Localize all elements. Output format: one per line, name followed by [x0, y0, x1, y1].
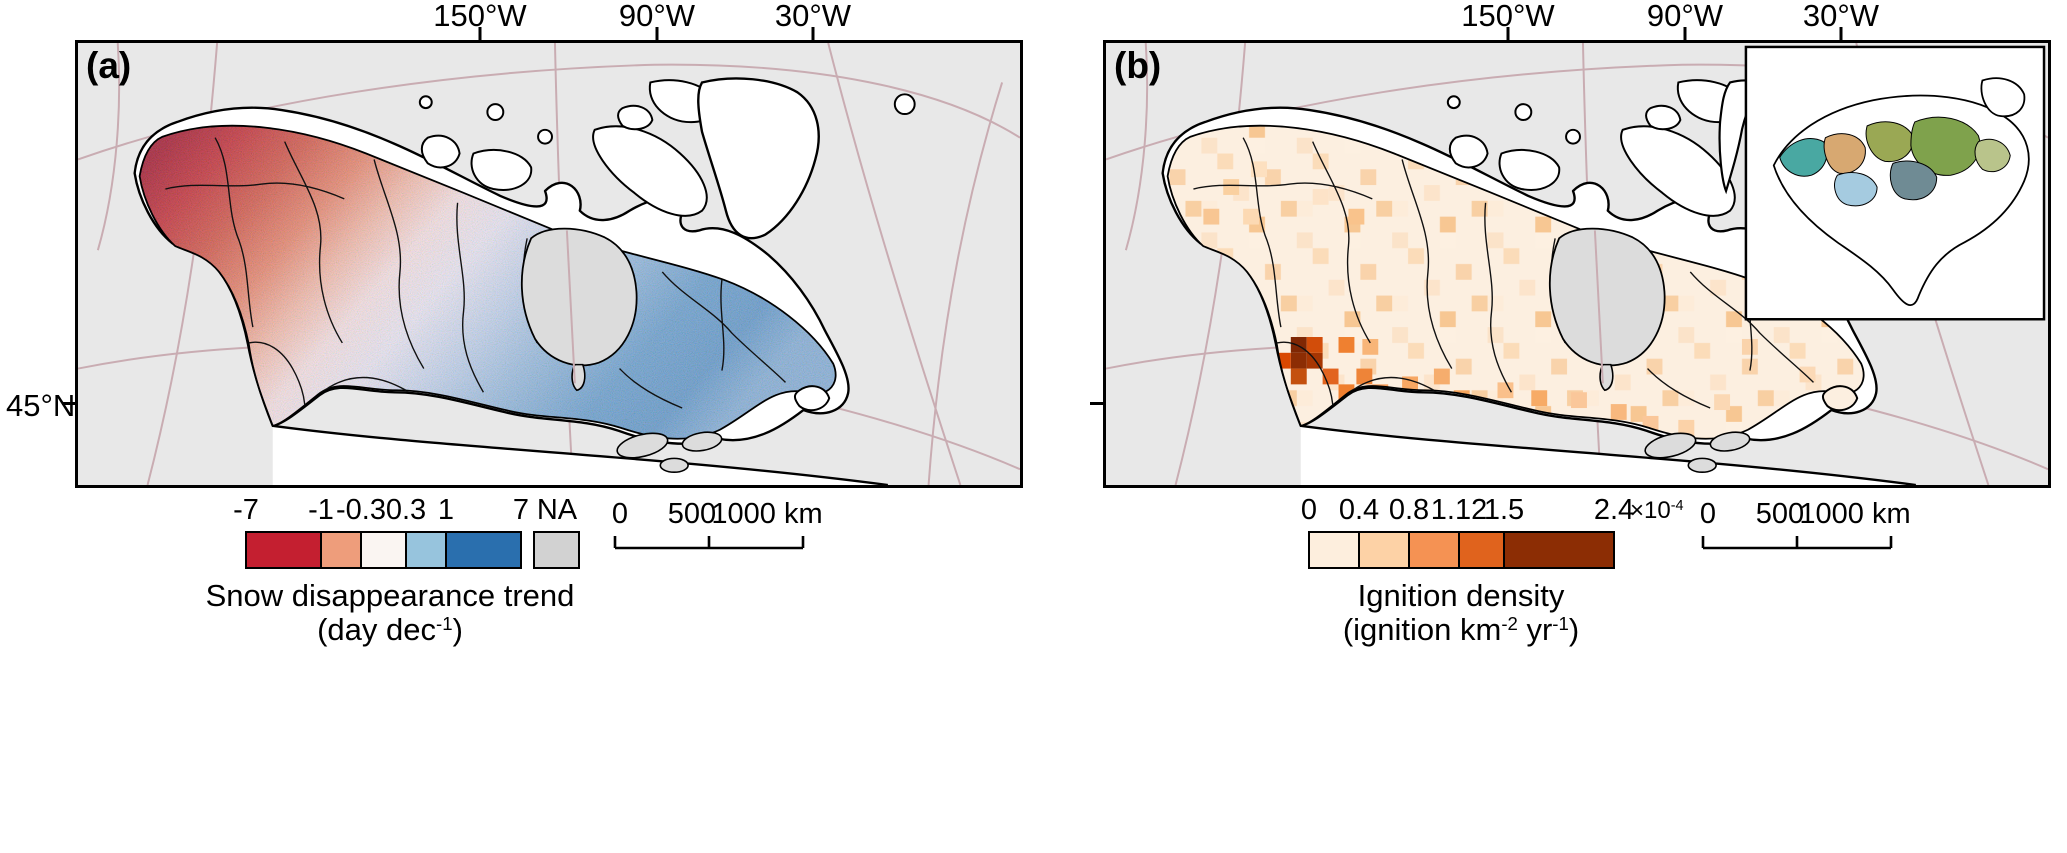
colorbar-a-seg-3	[360, 531, 407, 569]
legend-a-tick-0: -7	[233, 494, 259, 526]
legend-a-tick-4: 1	[437, 494, 455, 526]
great-lakes-b	[1644, 431, 1751, 473]
legend-b-tick-3: 1.12	[1430, 494, 1488, 526]
lon-tick-b-30w	[1839, 27, 1843, 40]
scalebar-a: 0 500 1000 km	[612, 498, 832, 558]
lon-tick-a-150w	[478, 27, 482, 40]
colorbar-a-seg-5	[445, 531, 522, 569]
colorbar-b-seg-5	[1503, 531, 1615, 569]
lon-tick-b-150w	[1506, 27, 1510, 40]
map-a-svg	[78, 43, 1020, 485]
lon-tick-b-90w	[1683, 27, 1687, 40]
scalebar-b-1000km: 1000 km	[1799, 498, 1911, 530]
lat-tick-b-45n	[1090, 402, 1103, 405]
hudson-bay-b	[1548, 227, 1666, 392]
legend-a-tick-1: -1	[308, 494, 334, 526]
panel-b-label: (b)	[1114, 45, 1162, 86]
legend-a-title: Snow disappearance trend	[205, 578, 575, 613]
map-panel-a: (a)	[75, 40, 1023, 488]
inset-basin-atlantic	[1974, 138, 2011, 173]
great-lakes-a	[616, 431, 723, 473]
colorbar-a-na-box	[533, 531, 580, 569]
legend-ignition-density: 0 0.4 0.8 1.12 1.5 2.4 ×10-4 Ignition de…	[1301, 494, 1728, 654]
scalebar-a-0: 0	[611, 498, 629, 530]
legend-a-tick-2: -0.3	[336, 494, 386, 526]
legend-b-tick-5: 2.4	[1593, 494, 1635, 526]
lon-tick-a-30w	[811, 27, 815, 40]
newfoundland-b	[1821, 385, 1859, 412]
lat-label-45n: 45°N	[6, 388, 76, 423]
legend-b-tick-2: 0.8	[1388, 494, 1430, 526]
inset-greenland	[1980, 77, 2026, 118]
scalebar-a-500: 500	[667, 498, 717, 530]
scalebar-a-line	[613, 536, 805, 550]
legend-a-na-label: NA	[536, 494, 578, 526]
southern-border-curve-b	[1300, 424, 1916, 485]
lat-tick-a-45n	[62, 402, 75, 405]
legend-b-tick-0: 0	[1300, 494, 1318, 526]
inset-basin-mackenzie-west	[1823, 133, 1866, 174]
legend-b-unit: (ignition km-2 yr-1)	[1342, 612, 1580, 647]
inset-basin-mackenzie-east	[1865, 121, 1914, 162]
colorbar-b-seg-4	[1458, 531, 1505, 569]
hudson-bay-a	[520, 227, 638, 392]
colorbar-b-seg-3	[1408, 531, 1460, 569]
map-b-svg	[1106, 43, 2048, 485]
legend-b-tick-4: 1.5	[1483, 494, 1525, 526]
scalebar-b-500: 500	[1755, 498, 1805, 530]
legend-a-unit: (day dec-1)	[317, 612, 463, 647]
colorbar-b-seg-2	[1358, 531, 1410, 569]
watershed-boundaries-b	[1193, 137, 1814, 420]
inset-basin-yukon	[1779, 138, 1828, 177]
legend-a-tick-3: 0.3	[385, 494, 427, 526]
legend-b-tick-1: 0.4	[1338, 494, 1380, 526]
scalebar-b-0: 0	[1699, 498, 1717, 530]
colorbar-ignition	[1308, 531, 1615, 569]
colorbar-a-seg-2	[320, 531, 362, 569]
legend-b-multiplier: ×10-4	[1630, 497, 1684, 524]
scalebar-a-1000km: 1000 km	[711, 498, 823, 530]
panel-a-label: (a)	[86, 45, 132, 86]
inset-basin-pacific	[1834, 172, 1878, 207]
colorbar-b-seg-1	[1308, 531, 1360, 569]
inset-basins-map	[1744, 45, 2046, 321]
map-panel-b: (b)	[1103, 40, 2051, 488]
colorbar-a-seg-1	[245, 531, 322, 569]
legend-b-title: Ignition density	[1357, 578, 1565, 613]
lon-tick-a-90w	[655, 27, 659, 40]
greenland-a	[697, 77, 820, 240]
scalebar-b: 0 500 1000 km	[1700, 498, 1920, 558]
scalebar-b-line	[1701, 536, 1893, 550]
colorbar-a-seg-4	[405, 531, 447, 569]
colorbar-snow-trend	[245, 531, 580, 569]
inset-basin-prairie	[1889, 160, 1938, 201]
inset-basin-hudson	[1910, 116, 1981, 176]
legend-snow-trend: -7 -1 -0.3 0.3 1 7 NA Snow disappearance…	[206, 494, 645, 654]
legend-a-tick-5: 7	[512, 494, 530, 526]
newfoundland-a	[793, 385, 831, 412]
southern-border-curve-a	[272, 424, 888, 485]
